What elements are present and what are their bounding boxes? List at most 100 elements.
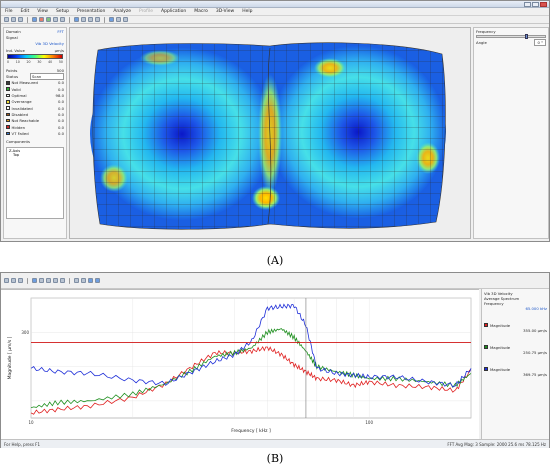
- menu-view[interactable]: View: [37, 9, 48, 14]
- spectrum-type: Average Spectrum: [484, 296, 520, 301]
- ind-value-label: Ind. Value: [6, 47, 25, 53]
- status-item-value: 0.0: [57, 124, 64, 130]
- status-select[interactable]: Scan: [30, 73, 64, 81]
- menu-profile[interactable]: Profile: [139, 9, 154, 14]
- ind-value-row: Ind. Value µm/s: [4, 47, 66, 53]
- menu-setup[interactable]: Setup: [55, 9, 70, 14]
- copy-icon[interactable]: [74, 278, 79, 283]
- autoscale-icon[interactable]: [53, 278, 58, 283]
- seam-line: [267, 47, 272, 225]
- zoom-out-icon[interactable]: [18, 278, 23, 283]
- legend-entry[interactable]: Magnitude 369.75 µm/s: [484, 366, 547, 377]
- points-value: 500: [56, 67, 64, 73]
- cursor-icon[interactable]: [95, 17, 100, 22]
- log-scale-icon[interactable]: [46, 278, 51, 283]
- y-tick-label: 300: [21, 330, 29, 335]
- signal-label: Signal: [6, 34, 18, 40]
- menu-macro[interactable]: Macro: [194, 9, 208, 14]
- spectrum-chart[interactable]: 10 100 300 Frequency [ kHz ] Magnitude [ µm/…: [1, 289, 479, 439]
- grid-icon[interactable]: [39, 278, 44, 283]
- menu-application[interactable]: Application: [161, 9, 187, 14]
- pointer-icon[interactable]: [4, 278, 9, 283]
- legend-value: 369.75 µm/s: [523, 372, 547, 377]
- menu-bar: File Edit View Setup Presentation Analyz…: [1, 8, 549, 16]
- scan-3d-view[interactable]: [69, 27, 471, 239]
- animate-icon[interactable]: [109, 17, 114, 22]
- menu-3d-view[interactable]: 3D-View: [215, 9, 235, 14]
- grid-icon[interactable]: [81, 17, 86, 22]
- components-label: Components: [6, 139, 31, 145]
- x-tick-label: 100: [365, 420, 373, 425]
- marker-icon[interactable]: [60, 278, 65, 283]
- colorbar-tick: 30: [37, 60, 42, 65]
- status-color-swatch: [6, 125, 10, 129]
- frequency-row: Frequency: [474, 28, 548, 34]
- close-button[interactable]: [540, 1, 547, 7]
- domain-value[interactable]: FFT: [57, 28, 64, 34]
- status-item: Optimal 98.0: [4, 92, 66, 98]
- components-tree[interactable]: Z-Axis Top: [6, 146, 64, 219]
- colorbar-tick: 0: [7, 60, 10, 65]
- save-icon[interactable]: [18, 17, 23, 22]
- status-color-swatch: [6, 112, 10, 117]
- minimize-button[interactable]: [524, 1, 531, 7]
- status-item-value: 0.0: [57, 111, 64, 117]
- component-item[interactable]: Z-Axis: [9, 148, 21, 153]
- zoom-icon[interactable]: [53, 17, 58, 22]
- vibration-map: [90, 42, 446, 230]
- view-y-icon[interactable]: [95, 278, 100, 283]
- status-item-value: 0.0: [57, 80, 64, 86]
- settings-icon[interactable]: [116, 17, 121, 22]
- color-icon[interactable]: [88, 17, 93, 22]
- angle-label: Angle: [476, 39, 487, 45]
- menu-analyze[interactable]: Analyze: [113, 9, 132, 14]
- print-icon[interactable]: [81, 278, 86, 283]
- legend-value: 355.00 µm/s: [523, 328, 547, 333]
- status-item-label: VT Failed: [11, 130, 29, 136]
- stop-icon[interactable]: [39, 17, 44, 22]
- x-tick-label: 10: [28, 420, 34, 425]
- toolbar-separator: [27, 277, 28, 284]
- zoom-in-icon[interactable]: [11, 278, 16, 283]
- legend-entry[interactable]: Magnitude 250.75 µm/s: [484, 344, 547, 355]
- new-icon[interactable]: [4, 17, 9, 22]
- status-item: VT Failed 0.0: [4, 130, 66, 136]
- menu-edit[interactable]: Edit: [20, 9, 30, 14]
- toolbar: [1, 16, 549, 24]
- series-line: [30, 346, 472, 415]
- rotate-icon[interactable]: [60, 17, 65, 22]
- status-label: Status: [6, 74, 19, 80]
- menu-file[interactable]: File: [5, 9, 13, 14]
- status-item-label: Overrange: [11, 99, 32, 105]
- legend-swatch: [484, 367, 488, 371]
- view-3d-icon[interactable]: [74, 17, 79, 22]
- status-item: Invalidated 0.0: [4, 105, 66, 111]
- toolbar-separator: [69, 16, 70, 23]
- scan-viewer-window: File Edit View Setup Presentation Analyz…: [0, 0, 550, 242]
- status-color-swatch: [6, 87, 10, 91]
- cursor-icon[interactable]: [32, 278, 37, 283]
- menu-help[interactable]: Help: [242, 9, 253, 14]
- status-help-text: For Help, press F1: [4, 441, 41, 447]
- scan-icon[interactable]: [32, 17, 37, 22]
- status-item-value: 0.0: [57, 99, 64, 105]
- slider-handle[interactable]: [525, 34, 528, 40]
- play-icon[interactable]: [46, 17, 51, 22]
- open-icon[interactable]: [11, 17, 16, 22]
- legend-entry[interactable]: Magnitude 355.00 µm/s: [484, 322, 547, 333]
- frequency-slider[interactable]: [476, 34, 546, 40]
- angle-input[interactable]: 0 °: [534, 38, 546, 46]
- maximize-button[interactable]: [532, 1, 539, 7]
- status-item-label: Hidden: [11, 124, 25, 130]
- caption-a: (A): [266, 254, 284, 267]
- menu-presentation[interactable]: Presentation: [77, 9, 106, 14]
- status-item: Disabled 0.0: [4, 111, 66, 117]
- y-axis-label: Magnitude [ µm/s ]: [7, 336, 13, 379]
- legend-name: Magnitude: [490, 366, 511, 372]
- frequency-value: 65.000 kHz: [525, 306, 547, 311]
- component-item[interactable]: Top: [13, 152, 20, 157]
- signal-value[interactable]: Vib 3D Velocity: [35, 41, 64, 47]
- spectrum-legend-panel: Vib 3D Velocity Average Spectrum Frequen…: [481, 289, 549, 439]
- export-icon[interactable]: [123, 17, 128, 22]
- view-x-icon[interactable]: [88, 278, 93, 283]
